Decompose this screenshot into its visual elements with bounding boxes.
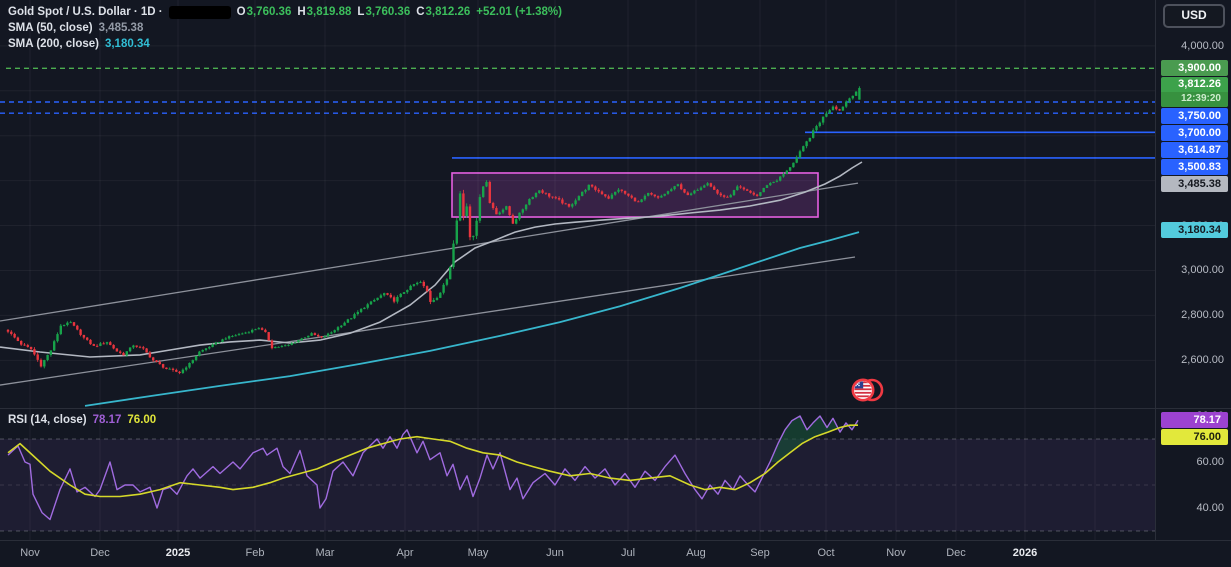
bar-close-countdown: 12:39:20 xyxy=(1161,92,1228,108)
sma200-label: SMA (200, close) xyxy=(8,38,99,50)
sma200-legend-row[interactable]: SMA (200, close) 3,180.34 xyxy=(8,37,150,51)
time-axis-label-Mar: Mar xyxy=(315,547,335,559)
main-pane[interactable] xyxy=(0,45,1155,407)
rsi-pane[interactable] xyxy=(0,415,1155,532)
time-axis-label-May: May xyxy=(467,547,489,559)
price-label-3,700.00: 3,700.00 xyxy=(1161,125,1228,142)
us-flag-marker-icon[interactable] xyxy=(851,378,884,402)
time-axis-label-Aug: Aug xyxy=(686,547,706,559)
rsi-value: 78.17 xyxy=(92,414,122,426)
redacted-exchange-label xyxy=(168,5,231,19)
trendline-1[interactable] xyxy=(0,182,859,322)
time-axis-label-Feb: Feb xyxy=(245,547,265,559)
candlestick-series[interactable] xyxy=(6,86,861,375)
rsi-axis-tick-40: 40.00 xyxy=(1196,502,1224,514)
price-axis-tick-2600: 2,600.00 xyxy=(1181,354,1224,367)
trendline-2[interactable] xyxy=(0,256,856,386)
time-axis-divider xyxy=(0,540,1231,541)
price-label-3,900.00: 3,900.00 xyxy=(1161,60,1228,77)
time-axis-label-Jun: Jun xyxy=(546,547,564,559)
time-axis-label-Dec: Dec xyxy=(946,547,966,559)
price-label-3,485.38: 3,485.38 xyxy=(1161,176,1228,193)
rsi-ma-value: 76.00 xyxy=(127,414,157,426)
price-axis-tick-4000: 4,000.00 xyxy=(1181,39,1224,52)
price-label-3,614.87: 3,614.87 xyxy=(1161,142,1228,159)
consolidation-box[interactable] xyxy=(451,172,819,218)
sma200-value: 3,180.34 xyxy=(104,38,150,50)
price-label-3,750.00: 3,750.00 xyxy=(1161,108,1228,125)
sma50-value: 3,485.38 xyxy=(98,22,144,34)
time-axis-label-Nov: Nov xyxy=(886,547,906,559)
symbol-title: Gold Spot / U.S. Dollar · 1D · xyxy=(8,6,163,18)
price-label-3,500.83: 3,500.83 xyxy=(1161,159,1228,176)
sma50-label: SMA (50, close) xyxy=(8,22,93,34)
price-axis-tick-3000: 3,000.00 xyxy=(1181,264,1224,277)
ohlc-close: C 3,812.26 xyxy=(416,6,471,18)
time-axis-label-2026: 2026 xyxy=(1012,547,1038,559)
rsi-axis-tick-60: 60.00 xyxy=(1196,456,1224,468)
price-label-3,812.26: 3,812.26 12:39:20 xyxy=(1161,77,1228,108)
rsi-legend-row[interactable]: RSI (14, close) 78.17 76.00 xyxy=(8,413,156,427)
time-axis-label-Nov: Nov xyxy=(20,547,40,559)
ohlc-open: O 3,760.36 xyxy=(236,6,292,18)
time-axis-label-2025: 2025 xyxy=(165,547,191,559)
price-label-76.00: 76.00 xyxy=(1161,429,1228,446)
time-axis-label-Dec: Dec xyxy=(90,547,110,559)
price-change: +52.01 (+1.38%) xyxy=(476,6,562,18)
time-axis-label-Sep: Sep xyxy=(750,547,770,559)
currency-usd-button[interactable]: USD xyxy=(1163,4,1225,28)
price-axis-tick-2800: 2,800.00 xyxy=(1181,309,1224,322)
symbol-legend-row[interactable]: Gold Spot / U.S. Dollar · 1D · O 3,760.36… xyxy=(8,5,562,19)
time-axis-label-Jul: Jul xyxy=(620,547,636,559)
sma200-line[interactable] xyxy=(84,231,860,407)
rsi-label: RSI (14, close) xyxy=(8,414,87,426)
price-label-3,180.34: 3,180.34 xyxy=(1161,221,1228,238)
rsi-ma-line[interactable] xyxy=(7,424,858,498)
sma50-legend-row[interactable]: SMA (50, close) 3,485.38 xyxy=(8,21,143,35)
rsi-line[interactable] xyxy=(7,415,859,521)
pane-divider[interactable] xyxy=(0,408,1231,409)
time-axis-label-Apr: Apr xyxy=(396,547,414,559)
sma50-line[interactable] xyxy=(0,161,863,358)
ohlc-high: H 3,819.88 xyxy=(297,6,352,18)
price-axis-divider xyxy=(1155,0,1156,540)
rsi-band-fill xyxy=(0,439,1155,531)
ohlc-low: L 3,760.36 xyxy=(357,6,411,18)
price-label-78.17: 78.17 xyxy=(1161,412,1228,429)
time-axis-label-Oct: Oct xyxy=(817,547,835,559)
